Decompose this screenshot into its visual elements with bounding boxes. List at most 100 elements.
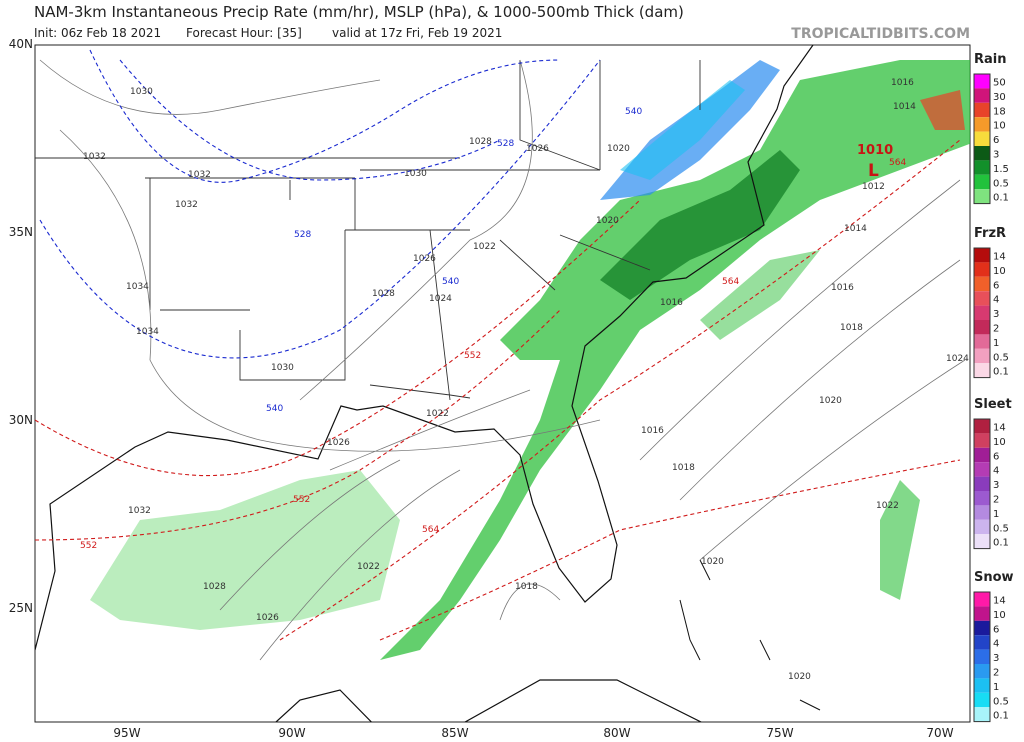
legend-label: 18: [993, 106, 1006, 117]
legend-label: 1: [993, 509, 999, 520]
legend-label: 3: [993, 653, 999, 664]
isobar-label: 1012: [862, 182, 885, 192]
isobar-label: 1034: [136, 327, 159, 337]
legend-label: 1: [993, 338, 999, 349]
legend-swatch: [974, 664, 990, 679]
isobar-label: 1026: [256, 613, 279, 623]
legend-label: 50: [993, 78, 1006, 89]
legend-label: 10: [993, 610, 1006, 621]
legend-label: 4: [993, 295, 999, 306]
legend-label: 4: [993, 466, 999, 477]
lon-label: 80W: [603, 726, 630, 740]
legend-swatch: [974, 592, 990, 607]
isobar-label: 1028: [469, 137, 492, 147]
legend-label: 0.1: [993, 193, 1009, 204]
lat-label: 25N: [9, 601, 33, 615]
isobar-label: 1034: [126, 282, 149, 292]
legend-label: 6: [993, 280, 999, 291]
legend-swatch: [974, 505, 990, 520]
thickness-label: 528: [497, 139, 514, 149]
legend-label: 2: [993, 324, 999, 335]
legend-title: Snow: [974, 570, 1014, 585]
axis-labels: 40N 35N 30N 25N 95W 90W 85W 80W 75W 70W: [9, 37, 954, 740]
thickness-label: 564: [889, 158, 906, 168]
low-pressure: 1010: [857, 143, 893, 158]
isobar-label: 1020: [788, 672, 811, 682]
legend-swatch: [974, 117, 990, 132]
isobar-label: 1024: [429, 294, 452, 304]
legend-swatch: [974, 160, 990, 175]
isobar-label: 1032: [188, 170, 211, 180]
thickness-label: 540: [266, 404, 283, 414]
legend-swatch: [974, 131, 990, 146]
contour-labels: 1030 1032 1032 1032 1034 1034 1030 1028 …: [80, 78, 969, 682]
legend-title: Rain: [974, 52, 1007, 67]
isobar-label: 1016: [831, 283, 854, 293]
legend-label: 6: [993, 624, 999, 635]
legend-label: 3: [993, 150, 999, 161]
thickness-label: 540: [442, 277, 459, 287]
isobar-label: 1018: [672, 463, 695, 473]
isobar-label: 1026: [413, 254, 436, 264]
init: Init: 06z Feb 18 2021: [34, 26, 161, 40]
legend-swatch: [974, 305, 990, 320]
legend-swatch: [974, 635, 990, 650]
isobar-label: 1030: [271, 363, 294, 373]
legend-swatch: [974, 291, 990, 306]
isobar-label: 1020: [819, 396, 842, 406]
isobar-label: 1026: [327, 438, 350, 448]
legend-title: Sleet: [974, 397, 1012, 412]
title: NAM-3km Instantaneous Precip Rate (mm/hr…: [34, 3, 684, 21]
isobar-label: 1026: [526, 144, 549, 154]
legend-label: 14: [993, 252, 1006, 263]
legend-swatch: [974, 189, 990, 204]
isobar-label: 1032: [128, 506, 151, 516]
legend-label: 6: [993, 135, 999, 146]
isobar-label: 1016: [641, 426, 664, 436]
isobar-label: 1016: [660, 298, 683, 308]
lat-label: 35N: [9, 225, 33, 239]
legend-frame: [973, 591, 991, 723]
legend-swatch: [974, 433, 990, 448]
isobar-label: 1022: [473, 242, 496, 252]
low-symbol: L: [868, 161, 879, 181]
site: TROPICALTIDBITS.COM: [791, 26, 970, 42]
legend-label: 6: [993, 451, 999, 462]
legend-swatch: [974, 334, 990, 349]
isobar-label: 1028: [203, 582, 226, 592]
legend-label: 0.5: [993, 523, 1009, 534]
legend-label: 0.5: [993, 696, 1009, 707]
valid-time: valid at 17z Fri, Feb 19 2021: [332, 26, 502, 40]
legend-swatch: [974, 692, 990, 708]
legend-label: 3: [993, 309, 999, 320]
legend-swatch: [974, 146, 990, 161]
legend-swatch: [974, 606, 990, 621]
isobar-label: 1020: [596, 216, 619, 226]
thickness-label: 552: [464, 351, 481, 361]
thickness-label: 564: [722, 277, 739, 287]
legend-swatch: [974, 678, 990, 693]
legend-swatch: [974, 707, 990, 722]
isobar-label: 1018: [840, 323, 863, 333]
isobar-label: 1032: [83, 152, 106, 162]
legend-swatch: [974, 248, 990, 263]
legend-swatch: [974, 534, 990, 549]
legend-swatch: [974, 174, 990, 190]
legend-label: 0.5: [993, 352, 1009, 363]
lat-label: 30N: [9, 413, 33, 427]
lon-label: 95W: [113, 726, 140, 740]
legend-swatch: [974, 74, 990, 89]
legend-swatch: [974, 649, 990, 664]
isobar-label: 1020: [607, 144, 630, 154]
legend-label: 2: [993, 495, 999, 506]
thickness-label: 552: [293, 495, 310, 505]
isobar-label: 1018: [515, 582, 538, 592]
legend-label: 10: [993, 121, 1006, 132]
legend-swatch: [974, 276, 990, 292]
isobar-label: 1020: [701, 557, 724, 567]
lon-label: 85W: [441, 726, 468, 740]
legend-label: 0.5: [993, 178, 1009, 189]
thickness-label: 540: [625, 107, 642, 117]
legend-label: 10: [993, 266, 1006, 277]
isobar-label: 1014: [893, 102, 916, 112]
